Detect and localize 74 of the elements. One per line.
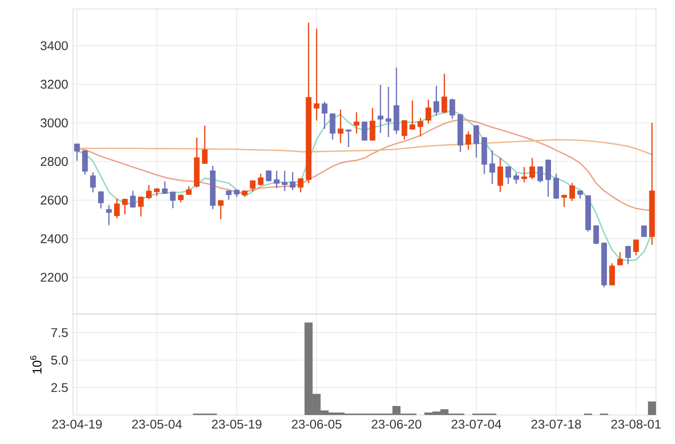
y-tick-label: 2400: [40, 234, 68, 244]
candlestick: [138, 196, 144, 218]
y-tick-label: 3000: [40, 118, 68, 128]
candlestick: [282, 170, 288, 192]
candlestick: [426, 99, 432, 124]
candlestick: [410, 100, 416, 130]
candlestick: [106, 204, 112, 226]
candlestick: [450, 98, 456, 120]
candlestick: [633, 238, 639, 256]
candlestick: [625, 245, 631, 265]
candlestick: [290, 172, 296, 191]
candlestick: [298, 178, 304, 193]
candlestick: [250, 180, 256, 192]
candlestick: [338, 108, 344, 144]
candlestick: [497, 157, 504, 193]
x-tick-label: 23-05-04: [132, 420, 182, 429]
candlestick: [90, 172, 96, 193]
candlestick: [74, 143, 80, 162]
candlestick: [545, 158, 552, 198]
candlestick: [170, 190, 176, 209]
candlestick: [314, 28, 320, 122]
candlestick: [346, 128, 352, 148]
y-tick-label: 2200: [40, 272, 68, 282]
y-tick-label: 7.5: [51, 328, 68, 338]
candlestick: [418, 117, 424, 137]
candlestick: [354, 112, 360, 134]
candlestick: [330, 112, 336, 140]
candlestick: [218, 200, 224, 220]
candlestick: [322, 101, 328, 130]
candlestick: [146, 184, 152, 200]
candlestick: [258, 173, 264, 186]
y-tick-label: 2600: [40, 196, 68, 205]
x-tick-label: 23-08-01: [611, 420, 661, 429]
candlestick: [386, 86, 392, 138]
x-tick-label: 23-07-18: [531, 420, 581, 429]
candlestick: [513, 172, 520, 184]
y-tick-label: 3400: [40, 41, 68, 50]
y-tick-label: 2800: [40, 157, 68, 166]
candlestick: [466, 130, 472, 150]
candlestick: [529, 157, 536, 180]
candlestick: [434, 85, 440, 116]
candlestick: [402, 120, 408, 140]
x-tick-label: 23-05-19: [212, 420, 262, 429]
candlestick: [593, 224, 599, 245]
candlestick: [370, 107, 376, 142]
candlestick: [553, 173, 559, 200]
candlestick: [98, 190, 104, 210]
y-tick-label: 5.0: [51, 356, 68, 365]
candlestick: [617, 252, 623, 266]
candlestick: [162, 180, 168, 195]
candlestick: [362, 120, 368, 142]
candlestick: [442, 73, 448, 114]
y-tick-label: 2.5: [51, 383, 68, 392]
candlestick: [274, 170, 280, 189]
x-tick-label: 23-07-04: [452, 420, 502, 429]
candlestick: [569, 182, 575, 202]
candlestick: [473, 124, 480, 158]
candlestick: [609, 262, 615, 286]
x-tick-label: 23-04-19: [52, 420, 102, 429]
y-axis-title: 10$^{6}$: [30, 356, 42, 374]
candlestick: [114, 198, 120, 219]
candlestick: [378, 84, 384, 134]
candlestick: [489, 150, 496, 185]
candlestick: [122, 198, 128, 215]
candlestick: [266, 170, 272, 182]
candlestick: [130, 190, 136, 208]
x-tick-label: 23-06-05: [292, 420, 342, 429]
candlestick: [521, 166, 528, 183]
candlestick: [505, 166, 512, 185]
x-tick-label: 23-06-20: [372, 420, 422, 429]
candlestick: [537, 166, 544, 183]
candlestick: [82, 150, 88, 176]
candlestick: [202, 124, 208, 164]
y-tick-label: 3200: [40, 80, 68, 89]
